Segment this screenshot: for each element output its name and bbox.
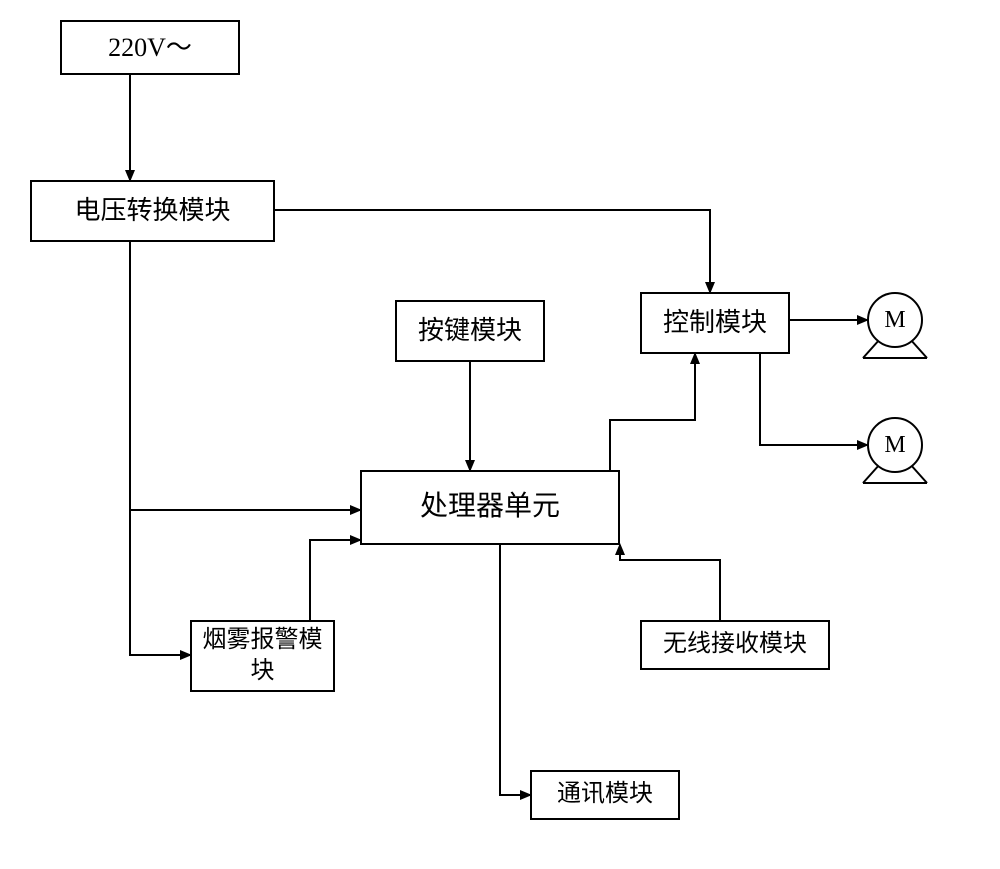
processor-label: 处理器单元 <box>420 489 560 525</box>
motor-2-label: M <box>884 432 905 459</box>
power-box: 220V～ <box>60 20 240 75</box>
comm-label: 通讯模块 <box>557 779 653 810</box>
voltage-to-control <box>275 210 710 292</box>
processor-to-comm <box>500 545 530 795</box>
button-box: 按键模块 <box>395 300 545 362</box>
voltage-label: 电压转换模块 <box>74 194 230 228</box>
voltage-to-smoke <box>130 510 190 655</box>
power-label: 220V～ <box>108 31 192 65</box>
control-to-m2 <box>760 354 867 445</box>
control-label: 控制模块 <box>663 306 767 340</box>
smoke-to-processor <box>310 540 360 620</box>
processor-to-control <box>610 354 695 470</box>
smoke-label: 烟雾报警模块 <box>196 625 329 687</box>
smoke-box: 烟雾报警模块 <box>190 620 335 692</box>
wireless-box: 无线接收模块 <box>640 620 830 670</box>
wireless-to-processor <box>620 545 720 620</box>
control-box: 控制模块 <box>640 292 790 354</box>
processor-box: 处理器单元 <box>360 470 620 545</box>
motor-1-label: M <box>884 307 905 334</box>
button-label: 按键模块 <box>418 314 522 348</box>
comm-box: 通讯模块 <box>530 770 680 820</box>
voltage-to-processor <box>130 242 360 510</box>
motor-2-circle: M <box>867 417 923 473</box>
motor-1-circle: M <box>867 292 923 348</box>
motor-2: M <box>867 417 923 473</box>
motor-1: M <box>867 292 923 348</box>
voltage-box: 电压转换模块 <box>30 180 275 242</box>
wireless-label: 无线接收模块 <box>663 629 807 660</box>
